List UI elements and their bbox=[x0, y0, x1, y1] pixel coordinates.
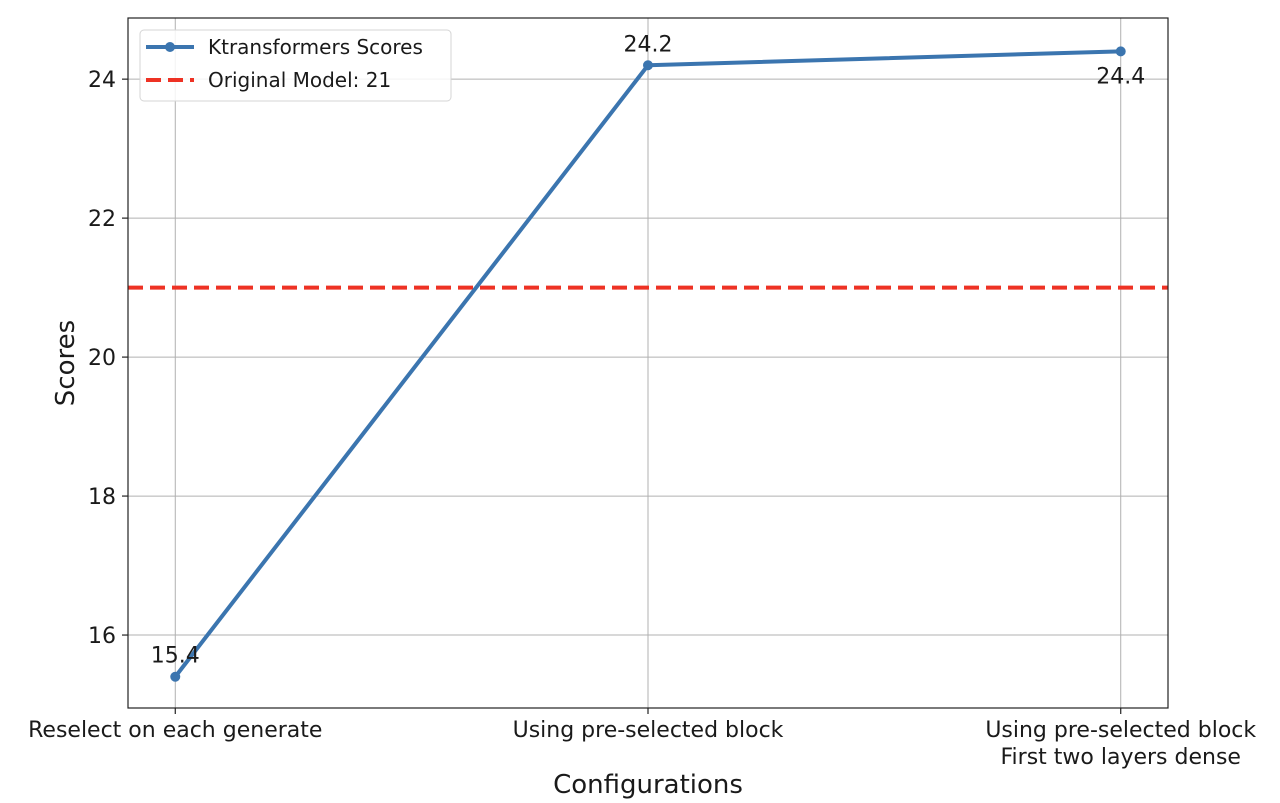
data-point bbox=[643, 60, 653, 71]
legend: Ktransformers Scores Original Model: 21 bbox=[139, 29, 452, 102]
y-axis-ticks: 16 18 20 22 24 bbox=[88, 68, 128, 649]
x-tick-label: Reselect on each generate bbox=[28, 718, 322, 743]
y-tick-label: 24 bbox=[88, 68, 116, 93]
y-tick-label: 16 bbox=[88, 624, 116, 649]
legend-label-original-model: Original Model: 21 bbox=[208, 68, 391, 92]
y-tick-label: 18 bbox=[88, 485, 116, 510]
x-axis-ticks: Reselect on each generate Using pre-selec… bbox=[28, 708, 1256, 770]
y-tick-label: 20 bbox=[88, 346, 116, 371]
data-label: 24.2 bbox=[624, 32, 673, 57]
x-tick-label: Using pre-selected block bbox=[513, 718, 784, 743]
legend-label-ktransformers: Ktransformers Scores bbox=[208, 35, 423, 59]
data-point bbox=[1115, 46, 1126, 57]
x-tick-label: Using pre-selected block First two layers… bbox=[985, 718, 1256, 770]
y-axis-label: Scores bbox=[51, 320, 81, 406]
data-point bbox=[170, 671, 181, 682]
plot-frame bbox=[127, 17, 1169, 709]
legend-marker-ktransformers bbox=[165, 42, 175, 52]
legend-box bbox=[139, 29, 452, 102]
grid bbox=[128, 18, 1168, 708]
data-label: 24.4 bbox=[1096, 64, 1145, 89]
y-tick-label: 22 bbox=[88, 207, 116, 232]
data-label: 15.4 bbox=[151, 644, 200, 669]
series: 15.4 24.2 24.4 bbox=[151, 32, 1145, 682]
x-axis-label: Configurations bbox=[553, 770, 743, 800]
